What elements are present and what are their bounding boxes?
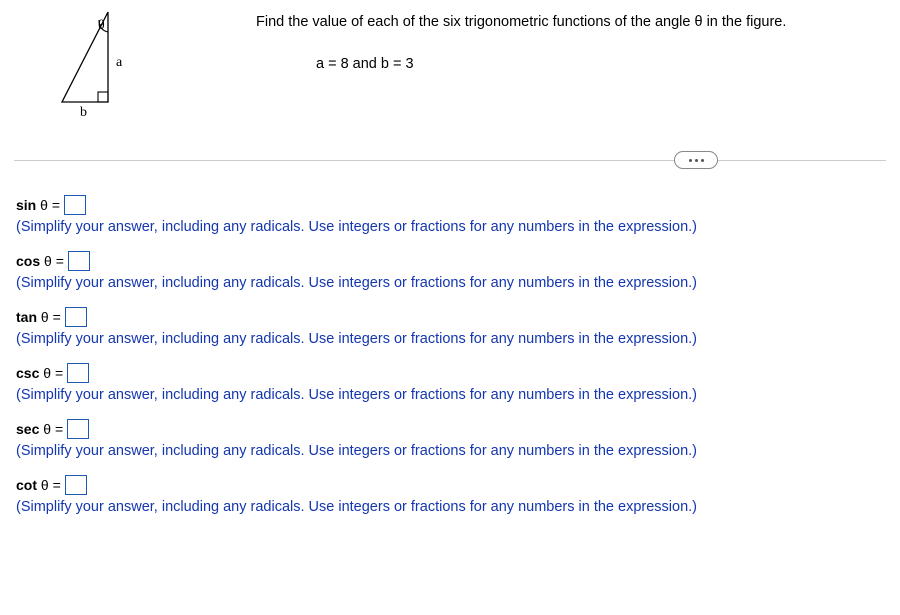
cot-answer-input[interactable] <box>65 475 87 495</box>
tan-answer-input[interactable] <box>65 307 87 327</box>
question-sin: sin θ = <box>16 195 886 215</box>
questions-area: sin θ = (Simplify your answer, including… <box>14 195 886 515</box>
question-cot: cot θ = <box>16 475 886 495</box>
question-sec: sec θ = <box>16 419 886 439</box>
hint-sin: (Simplify your answer, including any rad… <box>16 219 886 235</box>
csc-answer-input[interactable] <box>67 363 89 383</box>
question-cos: cos θ = <box>16 251 886 271</box>
section-divider <box>14 151 886 169</box>
hint-tan: (Simplify your answer, including any rad… <box>16 331 886 347</box>
theta-label: θ <box>98 18 105 33</box>
question-tan: tan θ = <box>16 307 886 327</box>
triangle-figure: θ a b <box>26 10 136 125</box>
sin-answer-input[interactable] <box>64 195 86 215</box>
hint-cos: (Simplify your answer, including any rad… <box>16 275 886 291</box>
more-options-button[interactable] <box>674 151 718 169</box>
problem-header: θ a b Find the value of each of the six … <box>14 8 886 125</box>
question-csc: csc θ = <box>16 363 886 383</box>
hint-cot: (Simplify your answer, including any rad… <box>16 499 886 515</box>
side-a-label: a <box>116 55 123 70</box>
hint-csc: (Simplify your answer, including any rad… <box>16 387 886 403</box>
sec-answer-input[interactable] <box>67 419 89 439</box>
hint-sec: (Simplify your answer, including any rad… <box>16 443 886 459</box>
side-b-label: b <box>80 105 87 120</box>
cos-answer-input[interactable] <box>68 251 90 271</box>
given-values: a = 8 and b = 3 <box>316 56 786 72</box>
problem-prompt: Find the value of each of the six trigon… <box>256 14 786 30</box>
